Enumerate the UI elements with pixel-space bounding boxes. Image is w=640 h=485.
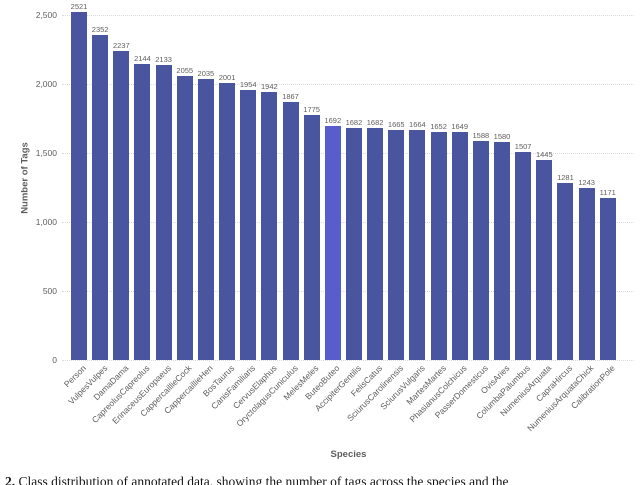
bar-cervuselaphus[interactable] — [261, 91, 278, 360]
bar-sciuruscarolinensis[interactable] — [388, 129, 405, 360]
bar-value-label: 1682 — [345, 117, 363, 127]
bar-passerdomesticus[interactable] — [472, 140, 489, 360]
bar-caprahircus[interactable] — [557, 182, 574, 360]
bar-cappercailliehen[interactable] — [197, 78, 214, 360]
bar-value-label: 1652 — [430, 121, 447, 131]
bar-value-label: 1507 — [514, 141, 532, 151]
gridline — [62, 360, 634, 361]
gridline — [62, 83, 634, 85]
bar-value-label: 1682 — [366, 117, 384, 127]
bar-phasianuscolchicus[interactable] — [451, 132, 468, 360]
bar-person[interactable] — [71, 11, 87, 360]
bar-value-label: 1867 — [282, 91, 299, 101]
bar-cappercailliecock[interactable] — [176, 75, 193, 360]
bar-value-label: 1588 — [472, 130, 490, 140]
bar-value-label: 1692 — [324, 116, 342, 126]
bar-columbapalumbus[interactable] — [515, 151, 532, 360]
bar-damadama[interactable] — [113, 50, 130, 360]
bar-oryctolaguscuniculus[interactable] — [282, 101, 299, 360]
bar-value-label: 1445 — [535, 150, 553, 160]
y-tick-label: 1,500 — [35, 147, 57, 158]
bar-accipitergentilis[interactable] — [345, 127, 362, 360]
figure-caption-text: Class distribution of annotated data, sh… — [18, 474, 509, 485]
bar-melesmeles[interactable] — [303, 114, 320, 360]
bar-value-label: 1243 — [578, 178, 595, 188]
bar-buteobuteo[interactable] — [324, 126, 341, 360]
bar-value-label: 1665 — [387, 119, 405, 129]
x-axis-title: Species — [330, 449, 367, 460]
bar-value-label: 2035 — [197, 68, 215, 78]
y-tick-label: 1,000 — [35, 216, 57, 227]
bar-martesmartes[interactable] — [430, 131, 447, 360]
y-tick-label: 500 — [42, 285, 57, 296]
bar-value-label: 1580 — [493, 131, 511, 141]
bar-value-label: 2001 — [218, 73, 236, 83]
bar-value-label: 1171 — [599, 188, 616, 198]
bar-value-label: 2133 — [155, 55, 172, 65]
bar-capreoluscapreolus[interactable] — [134, 63, 151, 360]
bar-feliscatus[interactable] — [367, 127, 384, 360]
bar-value-label: 1281 — [557, 172, 574, 182]
bar-bostaurus[interactable] — [219, 83, 236, 360]
y-tick-label: 2,000 — [35, 78, 57, 89]
bar-value-label: 2521 — [70, 1, 88, 11]
bar-numeniusarquata[interactable] — [536, 160, 553, 360]
bar-value-label: 2144 — [134, 53, 151, 63]
y-tick-label: 2,500 — [35, 9, 57, 20]
bar-value-label: 1942 — [261, 81, 278, 91]
bar-vulpesvulpes[interactable] — [92, 34, 109, 360]
bar-numeniusarquatachick[interactable] — [578, 188, 595, 360]
bar-calibrationpole[interactable] — [599, 198, 616, 360]
bar-value-label: 1649 — [451, 122, 469, 132]
bar-canisfamiliaris[interactable] — [240, 89, 257, 360]
gridline — [62, 14, 634, 16]
bar-value-label: 2237 — [112, 40, 130, 50]
bar-sciurusvulgaris[interactable] — [409, 130, 426, 360]
bar-value-label: 1775 — [303, 104, 320, 114]
y-tick-label: 0 — [52, 355, 57, 365]
figure-number: 2. — [5, 474, 16, 485]
bar-value-label: 1664 — [409, 120, 426, 130]
bar-value-label: 2352 — [91, 24, 109, 34]
bar-ovisaries[interactable] — [494, 141, 510, 360]
bar-value-label: 1954 — [239, 79, 257, 89]
bar-value-label: 2055 — [176, 65, 194, 75]
figure-caption: 2. Class distribution of annotated data,… — [5, 474, 509, 485]
bar-erinaceuseuropaeus[interactable] — [155, 65, 172, 360]
